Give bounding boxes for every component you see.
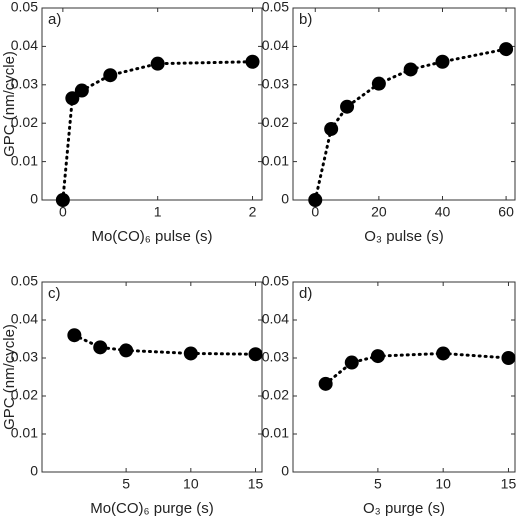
x-axis-label: Mo(CO)₆ purge (s): [90, 500, 214, 517]
data-point: [436, 346, 451, 361]
plot-frame: [292, 7, 516, 201]
data-point: [93, 340, 108, 355]
x-tick-label: 60: [498, 204, 514, 220]
x-tick-label: 20: [371, 204, 387, 220]
x-tick-label: 10: [183, 476, 199, 492]
y-tick-label: 0.04: [11, 311, 38, 327]
data-point: [435, 54, 450, 69]
y-tick-label: 0.03: [11, 349, 38, 365]
x-axis-label: Mo(CO)₆ pulse (s): [91, 228, 212, 245]
y-tick-label: 0: [30, 191, 38, 207]
y-tick-label: 0.04: [262, 311, 289, 327]
x-tick-label: 1: [154, 204, 162, 220]
x-tick-label: 0: [59, 204, 67, 220]
data-point: [65, 91, 80, 106]
panel-label: d): [299, 285, 312, 302]
y-tick-label: 0.02: [262, 114, 289, 130]
panel-label: a): [48, 11, 61, 28]
y-tick-label: 0.01: [262, 152, 289, 168]
plot-frame: [292, 281, 516, 473]
x-axis-label: O₃ purge (s): [363, 500, 445, 517]
x-tick-label: 0: [311, 204, 319, 220]
y-tick-label: 0.01: [262, 425, 289, 441]
y-tick-label: 0: [281, 463, 289, 479]
data-point: [499, 42, 514, 57]
data-point: [324, 121, 339, 136]
y-tick-label: 0.02: [11, 387, 38, 403]
data-point: [403, 62, 418, 77]
x-tick-label: 15: [501, 476, 517, 492]
data-point: [74, 83, 89, 98]
y-tick-label: 0.05: [262, 273, 289, 289]
data-point: [248, 347, 263, 362]
x-axis-label: O₃ pulse (s): [364, 228, 443, 245]
data-point: [501, 351, 516, 365]
y-tick-label: 0: [30, 463, 38, 479]
y-tick-label: 0.02: [262, 387, 289, 403]
y-axis-label: GPC (nm/cycle): [1, 51, 18, 157]
y-tick-label: 0.01: [11, 152, 38, 168]
panel-label: b): [299, 11, 312, 28]
y-tick-label: 0.01: [11, 425, 38, 441]
data-point: [55, 193, 70, 207]
y-tick-label: 0.03: [262, 76, 289, 92]
data-point: [103, 68, 118, 83]
x-tick-label: 10: [435, 476, 451, 492]
data-point: [340, 99, 355, 114]
data-point: [245, 54, 260, 69]
x-tick-label: 15: [248, 476, 264, 492]
data-point: [150, 56, 165, 71]
data-point: [370, 349, 385, 364]
y-tick-label: 0.05: [11, 0, 38, 15]
x-tick-label: 5: [122, 476, 130, 492]
y-axis-label: GPC (nm/cycle): [1, 324, 18, 430]
data-point: [344, 355, 359, 370]
data-line: [61, 60, 255, 202]
y-tick-label: 0.04: [11, 37, 38, 53]
data-point: [318, 376, 333, 391]
x-tick-label: 2: [249, 204, 257, 220]
data-point: [67, 328, 82, 343]
x-tick-label: 40: [435, 204, 451, 220]
data-point: [308, 193, 323, 207]
y-tick-label: 0.02: [11, 114, 38, 130]
plot-frame: [41, 7, 263, 201]
x-tick-label: 5: [374, 476, 382, 492]
y-tick-label: 0: [281, 191, 289, 207]
data-point: [119, 343, 134, 358]
plot-frame: [41, 281, 263, 473]
y-tick-label: 0.03: [262, 349, 289, 365]
data-point: [183, 346, 198, 361]
panel-label: c): [48, 285, 61, 302]
y-tick-label: 0.03: [11, 76, 38, 92]
y-tick-label: 0.04: [262, 37, 289, 53]
y-tick-label: 0.05: [262, 0, 289, 15]
data-point: [371, 76, 386, 91]
y-tick-label: 0.05: [11, 273, 38, 289]
